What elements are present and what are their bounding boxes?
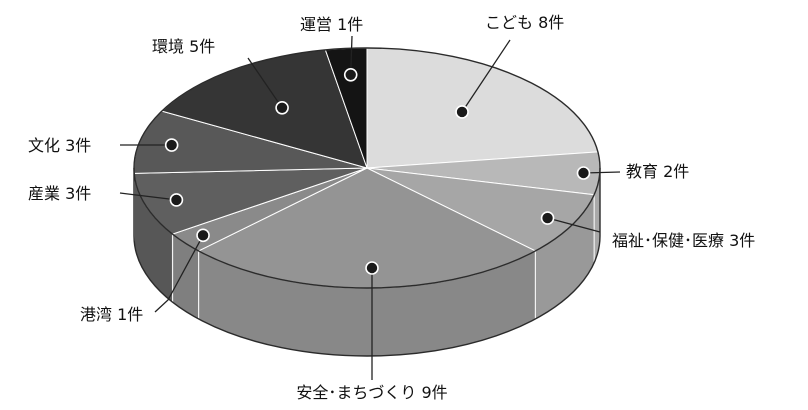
slice-marker-3 xyxy=(540,211,555,225)
pie-slice-1 xyxy=(366,47,599,169)
slice-marker-5 xyxy=(196,228,210,243)
leader-line-3 xyxy=(547,217,601,233)
data-label-7: 文化 3件 xyxy=(28,136,91,155)
data-label-5: 港湾 1件 xyxy=(80,305,143,324)
data-label-1: こども 8件 xyxy=(485,13,564,32)
slice-marker-6 xyxy=(169,193,184,207)
data-label-8: 環境 5件 xyxy=(152,37,215,56)
leader-line-5 xyxy=(154,235,204,313)
data-label-4: 安全･まちづくり 9件 xyxy=(296,383,447,402)
slice-marker-1 xyxy=(455,105,469,119)
data-label-6: 産業 3件 xyxy=(28,184,91,203)
pie-leader-lines xyxy=(119,35,621,380)
slice-marker-7 xyxy=(164,138,179,152)
wall-segment-4 xyxy=(198,250,536,356)
slice-marker-9 xyxy=(343,67,358,82)
leader-line-6 xyxy=(119,192,177,201)
pie-outline xyxy=(133,47,601,357)
data-label-2: 教育 2件 xyxy=(626,162,689,181)
leader-line-1 xyxy=(461,39,511,113)
pie-slices xyxy=(133,47,601,289)
wall-segment-3 xyxy=(535,194,595,319)
slice-marker-4 xyxy=(365,261,379,275)
pie-side-outline xyxy=(133,168,601,357)
data-label-3: 福祉･保健･医療 3件 xyxy=(612,231,755,250)
slice-marker-8 xyxy=(275,101,289,115)
slice-marker-2 xyxy=(576,166,591,180)
data-label-9: 運営 1件 xyxy=(300,15,363,34)
leader-line-8 xyxy=(247,57,283,109)
